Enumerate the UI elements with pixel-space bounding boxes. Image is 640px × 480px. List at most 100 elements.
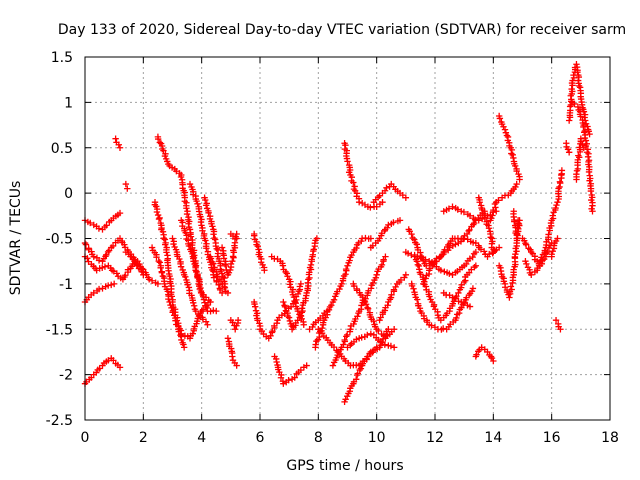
data-point-interp xyxy=(384,224,391,231)
data-point-interp xyxy=(182,273,189,281)
data-point-interp xyxy=(221,284,229,291)
y-tick-label: -2.5 xyxy=(46,413,73,429)
data-point-interp xyxy=(564,146,572,153)
data-point-interp xyxy=(195,208,203,215)
data-point-interp xyxy=(113,270,121,277)
data-point xyxy=(116,144,124,151)
data-point-interp xyxy=(210,260,217,267)
data-point-interp xyxy=(267,332,274,340)
data-point-interp xyxy=(310,246,318,253)
data-point-interp xyxy=(109,242,117,250)
data-point-interp xyxy=(95,257,103,264)
data-point-interp xyxy=(422,256,429,263)
data-point-interp xyxy=(357,365,365,372)
data-point-interp xyxy=(336,285,343,293)
x-axis-label: GPS time / hours xyxy=(286,458,403,474)
data-point-interp xyxy=(165,295,172,303)
data-point-interp xyxy=(218,270,226,277)
data-point-interp xyxy=(426,293,433,300)
data-point xyxy=(355,199,363,206)
data-point-interp xyxy=(502,129,510,136)
data-point xyxy=(112,135,119,142)
data-point-interp xyxy=(101,263,109,270)
data-point xyxy=(514,217,522,224)
data-point-interp xyxy=(574,68,581,76)
data-point-interp xyxy=(159,228,167,235)
data-point xyxy=(528,271,535,278)
data-point-interp xyxy=(377,314,384,321)
data-point-interp xyxy=(350,179,357,186)
data-point-interp xyxy=(281,303,289,311)
data-point-interp xyxy=(486,250,493,258)
data-point-interp xyxy=(211,234,218,242)
data-point-interp xyxy=(473,351,480,358)
data-point-interp xyxy=(163,249,170,256)
data-point xyxy=(297,312,305,319)
data-point-interp xyxy=(577,113,584,120)
data-point-interp xyxy=(460,300,468,307)
data-point-interp xyxy=(384,302,391,309)
data-point-interp xyxy=(307,261,315,269)
data-point-interp xyxy=(477,246,485,253)
data-point xyxy=(224,289,232,297)
data-point-interp xyxy=(173,168,180,175)
data-point-interp xyxy=(422,275,429,282)
data-point-interp xyxy=(210,231,217,238)
data-point-interp xyxy=(205,209,212,217)
data-point-interp xyxy=(209,223,216,230)
data-point xyxy=(466,212,474,220)
data-point xyxy=(490,248,497,256)
data-point xyxy=(501,126,509,133)
y-tick-label: -1 xyxy=(59,277,73,293)
data-point-interp xyxy=(328,302,335,309)
data-point-interp xyxy=(441,248,448,255)
data-point xyxy=(233,235,240,242)
data-point xyxy=(506,294,513,301)
data-point-interp xyxy=(166,272,173,280)
data-point-interp xyxy=(453,314,460,322)
data-point-interp xyxy=(354,313,361,320)
data-point-interp xyxy=(185,242,193,250)
data-point xyxy=(303,362,310,369)
data-point-interp xyxy=(362,301,370,308)
data-point-interp xyxy=(487,234,494,241)
data-point-interp xyxy=(466,226,473,234)
data-point-interp xyxy=(108,281,115,289)
data-point-interp xyxy=(459,235,467,243)
data-point xyxy=(186,180,194,188)
data-point-interp xyxy=(478,206,486,214)
data-point-interp xyxy=(195,312,203,320)
data-point xyxy=(414,253,421,260)
data-point xyxy=(469,285,477,292)
data-point-interp xyxy=(291,374,298,381)
x-tick-label: 0 xyxy=(81,430,90,446)
data-point-interp xyxy=(430,303,438,310)
data-point-interp xyxy=(344,331,351,339)
data-point xyxy=(558,167,566,174)
data-point xyxy=(402,194,410,201)
plot-frame xyxy=(84,56,611,421)
data-point-interp xyxy=(445,205,453,212)
data-point xyxy=(367,235,375,242)
data-point-interp xyxy=(575,152,582,159)
data-point-interp xyxy=(364,305,372,312)
data-point-interp xyxy=(156,139,164,146)
data-point xyxy=(213,307,220,315)
data-point-interp xyxy=(465,227,472,235)
data-point-interp xyxy=(334,351,341,359)
data-point xyxy=(229,257,236,265)
data-point-interp xyxy=(213,245,220,252)
data-point xyxy=(379,199,386,206)
data-point-interp xyxy=(285,376,292,384)
data-point xyxy=(90,289,97,297)
data-point-interp xyxy=(254,242,262,250)
data-point xyxy=(180,344,188,351)
data-point xyxy=(233,362,240,369)
data-point-interp xyxy=(302,295,309,302)
data-point xyxy=(313,235,321,242)
data-point-interp xyxy=(495,197,502,204)
data-point-interp xyxy=(286,281,294,288)
data-point xyxy=(495,244,503,251)
data-point xyxy=(329,362,337,369)
data-point-interp xyxy=(156,259,164,266)
